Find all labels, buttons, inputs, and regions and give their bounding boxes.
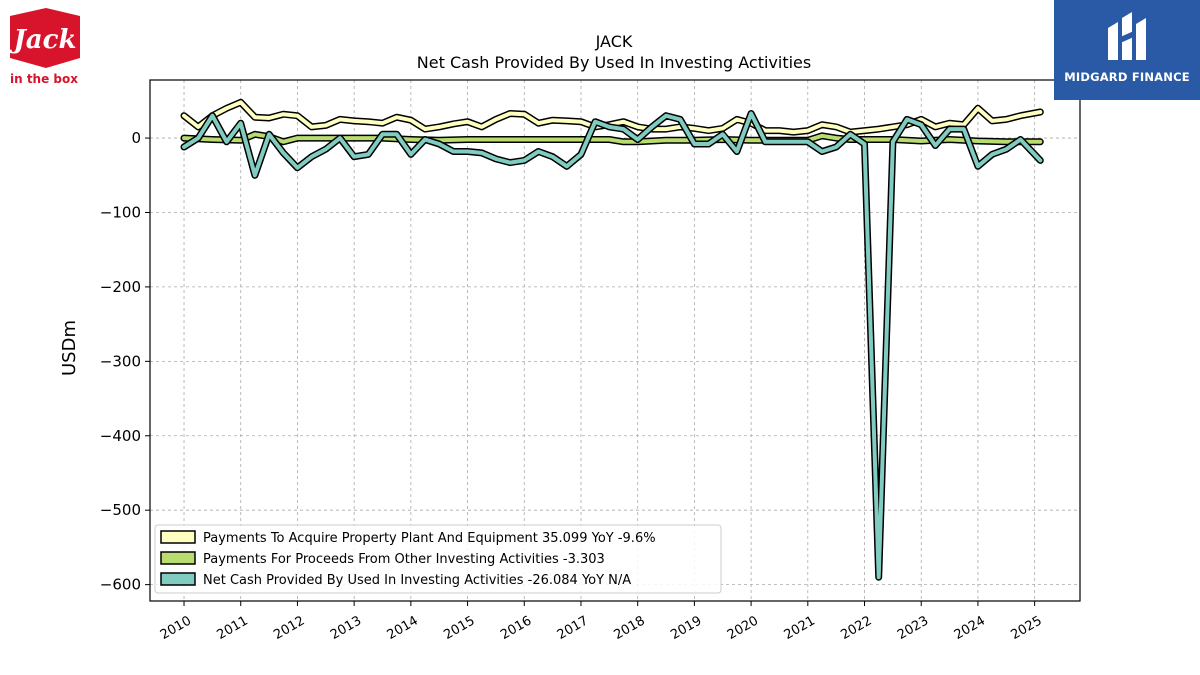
- legend-entry: Net Cash Provided By Used In Investing A…: [203, 573, 631, 588]
- jack-logo-word: Jack: [9, 25, 77, 55]
- x-tick-label: 2016: [498, 613, 534, 643]
- x-tick-label: 2022: [838, 613, 874, 643]
- x-tick-label: 2013: [328, 613, 364, 643]
- plot-frame: [149, 79, 1081, 602]
- chart-title: JACK: [595, 32, 633, 51]
- x-tick-label: 2020: [725, 613, 761, 643]
- series-layer: [180, 98, 1044, 581]
- x-tick-label: 2010: [158, 613, 194, 643]
- x-tick-label: 2023: [895, 613, 931, 643]
- x-tick-label: 2017: [555, 613, 591, 643]
- y-tick-label: 0: [131, 129, 141, 147]
- midgard-mark-icon: [1108, 12, 1146, 60]
- jack-logo-subtext: in the box: [9, 72, 78, 86]
- midgard-finance-logo: MIDGARD FINANCE: [1054, 0, 1200, 100]
- legend-entry: Payments To Acquire Property Plant And E…: [203, 531, 656, 546]
- x-tick-label: 2019: [668, 613, 704, 643]
- x-axis-ticks: 2010 2011 2012 2013 2014 2015 2016 2017 2018 2019…: [158, 601, 1045, 643]
- y-axis-label: USDm: [59, 320, 80, 376]
- x-tick-label: 2025: [1008, 613, 1044, 643]
- series-outline-2: [180, 110, 1044, 581]
- y-tick-label: −500: [100, 501, 141, 519]
- jack-in-the-box-logo: Jack in the box: [6, 6, 84, 88]
- y-axis-ticks: 0 −100 −200 −300 −400 −500 −600: [100, 129, 150, 594]
- jack-logo-icon: Jack: [9, 8, 80, 68]
- legend-entry: Payments For Proceeds From Other Investi…: [203, 552, 605, 567]
- chart-subtitle: Net Cash Provided By Used In Investing A…: [417, 53, 811, 72]
- x-tick-label: 2024: [952, 613, 988, 643]
- legend: Payments To Acquire Property Plant And E…: [154, 524, 722, 594]
- legend-swatch: [160, 530, 196, 544]
- legend-swatch: [160, 551, 196, 565]
- x-tick-label: 2015: [441, 613, 477, 643]
- midgard-brand-name: MIDGARD FINANCE: [1064, 70, 1190, 84]
- legend-swatch: [160, 572, 196, 586]
- legend-box: [154, 524, 722, 594]
- y-tick-label: −200: [100, 278, 141, 296]
- grid-lines: [150, 80, 1080, 601]
- series-line-1: [182, 132, 1043, 144]
- series-line-2: [182, 111, 1043, 580]
- y-tick-label: −400: [100, 427, 141, 445]
- x-tick-label: 2018: [612, 613, 648, 643]
- x-tick-label: 2012: [271, 613, 307, 643]
- x-tick-label: 2021: [782, 613, 818, 643]
- y-tick-label: −100: [100, 203, 141, 221]
- y-tick-label: −300: [100, 352, 141, 370]
- x-tick-label: 2011: [215, 613, 251, 643]
- y-tick-label: −600: [100, 576, 141, 594]
- x-tick-label: 2014: [385, 613, 421, 643]
